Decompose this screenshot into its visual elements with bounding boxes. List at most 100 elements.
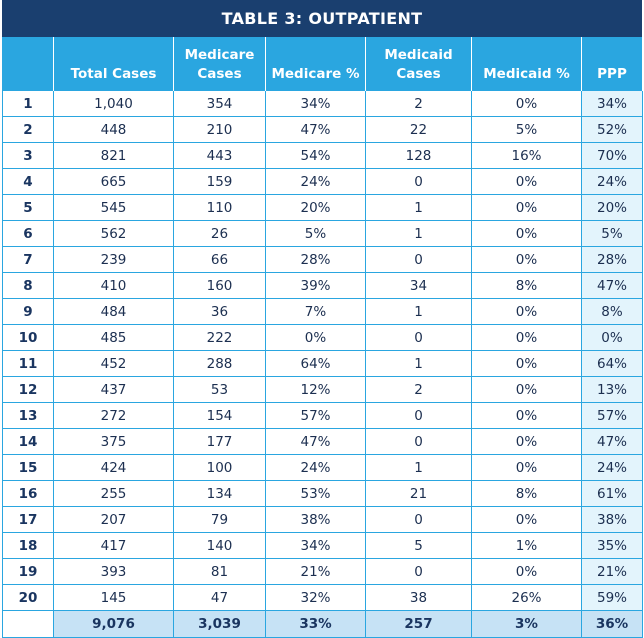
cell-row-number: 18 [2, 532, 54, 559]
cell-medicare-percent: 47% [265, 116, 366, 143]
cell-ppp: 13% [581, 376, 643, 403]
cell-total-cases: 375 [53, 428, 174, 455]
table-title: TABLE 3: OUTPATIENT [2, 0, 642, 37]
cell-medicare-percent: 54% [265, 142, 366, 169]
cell-ppp: 61% [581, 480, 643, 507]
cell-medicare-cases: 100 [173, 454, 266, 481]
cell-ppp: 20% [581, 194, 643, 221]
table-row: 4 665 159 24% 0 0% 24% [2, 168, 643, 195]
total-total-cases: 9,076 [53, 610, 174, 638]
cell-total-cases: 448 [53, 116, 174, 143]
cell-total-cases: 255 [53, 480, 174, 507]
table-row: 18 417 140 34% 5 1% 35% [2, 532, 643, 559]
cell-medicaid-cases: 1 [365, 194, 472, 221]
header-ppp: PPP [581, 37, 643, 91]
cell-medicare-cases: 79 [173, 506, 266, 533]
cell-medicaid-percent: 0% [471, 246, 582, 273]
cell-total-cases: 665 [53, 168, 174, 195]
table-row: 20 145 47 32% 38 26% 59% [2, 584, 643, 611]
cell-total-cases: 424 [53, 454, 174, 481]
table-row: 10 485 222 0% 0 0% 0% [2, 324, 643, 351]
cell-medicare-cases: 47 [173, 584, 266, 611]
cell-medicare-cases: 210 [173, 116, 266, 143]
cell-medicaid-percent: 1% [471, 532, 582, 559]
cell-medicare-cases: 134 [173, 480, 266, 507]
cell-ppp: 24% [581, 454, 643, 481]
table-row: 15 424 100 24% 1 0% 24% [2, 454, 643, 481]
cell-total-cases: 207 [53, 506, 174, 533]
cell-medicaid-percent: 0% [471, 558, 582, 585]
cell-row-number: 1 [2, 90, 54, 117]
cell-medicare-cases: 354 [173, 90, 266, 117]
cell-medicare-percent: 24% [265, 168, 366, 195]
cell-medicaid-cases: 0 [365, 558, 472, 585]
total-row: 9,076 3,039 33% 257 3% 36% [2, 610, 643, 638]
cell-medicaid-cases: 38 [365, 584, 472, 611]
cell-medicaid-percent: 8% [471, 480, 582, 507]
header-medicaid-cases: Medicaid Cases [365, 37, 472, 91]
cell-medicare-cases: 66 [173, 246, 266, 273]
table-row: 19 393 81 21% 0 0% 21% [2, 558, 643, 585]
table-row: 9 484 36 7% 1 0% 8% [2, 298, 643, 325]
cell-medicaid-percent: 16% [471, 142, 582, 169]
cell-medicaid-percent: 0% [471, 298, 582, 325]
cell-row-number: 17 [2, 506, 54, 533]
cell-total-cases: 452 [53, 350, 174, 377]
cell-medicaid-percent: 5% [471, 116, 582, 143]
cell-medicare-percent: 38% [265, 506, 366, 533]
cell-ppp: 21% [581, 558, 643, 585]
cell-ppp: 59% [581, 584, 643, 611]
cell-total-cases: 437 [53, 376, 174, 403]
cell-medicaid-cases: 34 [365, 272, 472, 299]
table-row: 11 452 288 64% 1 0% 64% [2, 350, 643, 377]
total-ppp: 36% [581, 610, 643, 638]
cell-ppp: 24% [581, 168, 643, 195]
table-row: 2 448 210 47% 22 5% 52% [2, 116, 643, 143]
cell-medicaid-cases: 5 [365, 532, 472, 559]
cell-row-number: 11 [2, 350, 54, 377]
outpatient-table: Total Cases Medicare Cases Medicare % Me… [2, 37, 643, 638]
cell-total-cases: 562 [53, 220, 174, 247]
table-row: 3 821 443 54% 128 16% 70% [2, 142, 643, 169]
cell-row-number: 3 [2, 142, 54, 169]
cell-medicaid-percent: 0% [471, 428, 582, 455]
cell-medicaid-cases: 0 [365, 246, 472, 273]
cell-medicare-cases: 443 [173, 142, 266, 169]
table-row: 7 239 66 28% 0 0% 28% [2, 246, 643, 273]
cell-total-cases: 545 [53, 194, 174, 221]
header-medicare-percent: Medicare % [265, 37, 366, 91]
cell-ppp: 47% [581, 428, 643, 455]
cell-medicaid-percent: 0% [471, 90, 582, 117]
cell-row-number: 8 [2, 272, 54, 299]
table-row: 14 375 177 47% 0 0% 47% [2, 428, 643, 455]
cell-medicaid-percent: 0% [471, 506, 582, 533]
cell-ppp: 64% [581, 350, 643, 377]
cell-medicare-cases: 159 [173, 168, 266, 195]
cell-row-number: 12 [2, 376, 54, 403]
table-row: 6 562 26 5% 1 0% 5% [2, 220, 643, 247]
cell-row-number: 7 [2, 246, 54, 273]
cell-medicaid-cases: 1 [365, 298, 472, 325]
cell-medicaid-cases: 128 [365, 142, 472, 169]
cell-total-cases: 410 [53, 272, 174, 299]
cell-medicare-percent: 32% [265, 584, 366, 611]
total-medicare-percent: 33% [265, 610, 366, 638]
cell-medicaid-percent: 0% [471, 376, 582, 403]
cell-ppp: 28% [581, 246, 643, 273]
cell-medicaid-cases: 2 [365, 376, 472, 403]
cell-total-cases: 145 [53, 584, 174, 611]
cell-row-number: 14 [2, 428, 54, 455]
table-row: 5 545 110 20% 1 0% 20% [2, 194, 643, 221]
cell-medicare-cases: 154 [173, 402, 266, 429]
table-row: 1 1,040 354 34% 2 0% 34% [2, 90, 643, 117]
cell-medicare-percent: 57% [265, 402, 366, 429]
cell-medicare-percent: 28% [265, 246, 366, 273]
cell-row-number: 4 [2, 168, 54, 195]
cell-medicaid-percent: 0% [471, 402, 582, 429]
cell-medicaid-cases: 1 [365, 220, 472, 247]
cell-row-number: 16 [2, 480, 54, 507]
cell-ppp: 0% [581, 324, 643, 351]
cell-medicare-percent: 53% [265, 480, 366, 507]
cell-medicare-cases: 110 [173, 194, 266, 221]
